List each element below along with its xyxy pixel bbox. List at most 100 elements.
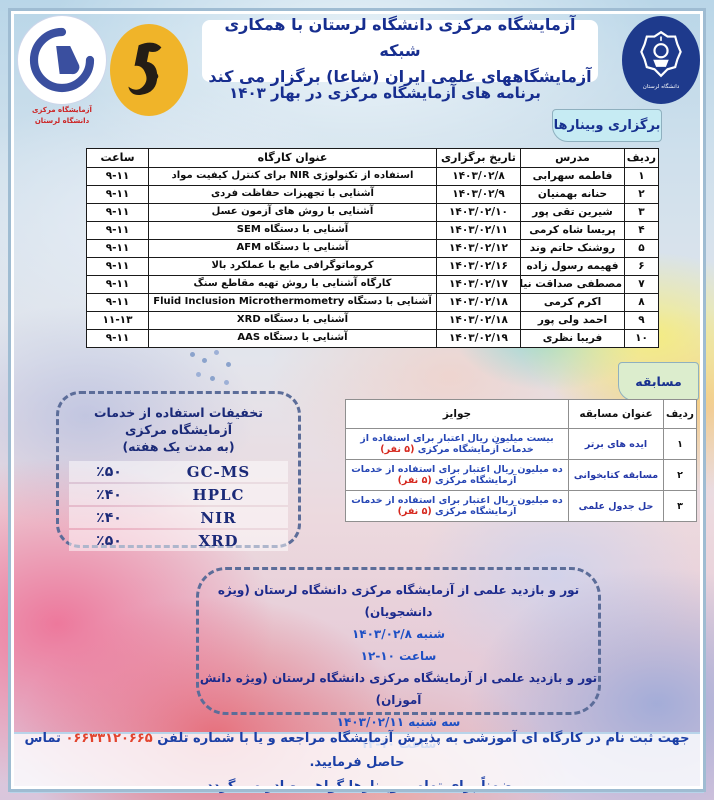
university-logo: دانشگاه لرستان <box>622 16 700 104</box>
webinar-date: ۱۴۰۳/۰۲/۱۷ <box>436 275 521 294</box>
competition-section-ribbon: مسابقه <box>618 362 699 401</box>
webinar-row-number: ۲ <box>624 185 659 204</box>
footer-notice: جهت ثبت نام در کارگاه ای آموزشی به پذیرش… <box>10 730 704 794</box>
competition-row-number: ۲ <box>663 459 697 491</box>
webinar-row-number: ۷ <box>624 275 659 294</box>
webinars-col-instructor: مدرس <box>520 148 625 168</box>
webinar-instructor: اکرم کرمی <box>520 293 625 312</box>
webinar-date: ۱۴۰۳/۰۲/۱۸ <box>436 311 521 330</box>
webinars-table: ردیف مدرس تاریخ برگزاری عنوان کارگاه ساع… <box>86 148 659 348</box>
competition-row-number: ۳ <box>663 490 697 522</box>
discount-percent: ٪۵۰ <box>96 463 122 480</box>
webinar-row-number: ۸ <box>624 293 659 312</box>
poster-subtitle: برنامه های آزمایشگاه مرکزی در بهار ۱۴۰۳ <box>229 84 541 102</box>
competition-row-number: ۱ <box>663 428 697 460</box>
discount-percent: ٪۴۰ <box>96 486 122 503</box>
webinar-time: ۹-۱۱ <box>86 329 149 348</box>
footer-text-before-phone: جهت ثبت نام در کارگاه ای آموزشی به پذیرش… <box>157 730 690 746</box>
webinar-title: آشنایی با دستگاه XRD <box>148 311 437 330</box>
webinar-date: ۱۴۰۳/۰۲/۱۱ <box>436 221 521 240</box>
tours-box: تور و بازدید علمی از آزمایشگاه مرکزی دان… <box>196 567 601 751</box>
discount-service-name: GC-MS <box>186 462 251 481</box>
webinars-col-row: ردیف <box>624 148 659 168</box>
webinar-row-number: ۱ <box>624 167 659 186</box>
discounts-box: تخفیفات استفاده از خدمات آزمایشگاه مرکزی… <box>56 391 301 551</box>
webinar-date: ۱۴۰۳/۰۲/۸ <box>436 167 521 186</box>
discount-percent: ٪۵۰ <box>96 532 122 549</box>
poster-title-line1: آزمایشگاه مرکزی دانشگاه لرستان با همکاری… <box>224 15 576 60</box>
webinar-row: ۸ اکرم کرمی ۱۴۰۳/۰۲/۱۸ آشنایی با دستگاه … <box>86 293 659 312</box>
webinar-title: کروماتوگرافی مایع با عملکرد بالا <box>148 257 437 276</box>
university-logo-label: دانشگاه لرستان <box>642 84 680 90</box>
competition-prize-note: (۵ نفر) <box>380 444 415 455</box>
webinar-title: آشنایی با روش های آزمون عسل <box>148 203 437 222</box>
competition-col-row: ردیف <box>663 399 697 429</box>
webinar-time: ۹-۱۱ <box>86 185 149 204</box>
webinar-title: آشنایی با تجهیزات حفاظت فردی <box>148 185 437 204</box>
webinar-time: ۹-۱۱ <box>86 257 149 276</box>
webinar-instructor: فریبا نظری <box>520 329 625 348</box>
competition-row: ۲ مسابقه کتابخوانی ده میلیون ریال اعتبار… <box>345 459 697 491</box>
webinar-date: ۱۴۰۳/۰۲/۹ <box>436 185 521 204</box>
competition-prize-text: ده میلیون ریال اعتبار برای استفاده از خد… <box>351 495 563 517</box>
webinar-instructor: حنانه بهمنیان <box>520 185 625 204</box>
webinar-title: آشنایی با دستگاه AFM <box>148 239 437 258</box>
webinar-row: ۲ حنانه بهمنیان ۱۴۰۳/۰۲/۹ آشنایی با تجهی… <box>86 185 659 204</box>
webinar-row-number: ۱۰ <box>624 329 659 348</box>
footer-text-after-phone: تماس حاصل فرمایید. <box>24 730 405 770</box>
webinar-instructor: فاطمه سهرابی <box>520 167 625 186</box>
webinar-date: ۱۴۰۳/۰۲/۱۶ <box>436 257 521 276</box>
tour-date: سه شنبه ۱۴۰۳/۰۲/۱۱ <box>336 715 461 729</box>
tour-entry: تور و بازدید علمی از آزمایشگاه مرکزی دان… <box>199 579 598 667</box>
discounts-title-line1: تخفیفات استفاده از خدمات آزمایشگاه مرکزی <box>94 405 263 437</box>
webinar-instructor: احمد ولی پور <box>520 311 625 330</box>
webinar-row: ۶ فهیمه رسول زاده ۱۴۰۳/۰۲/۱۶ کروماتوگراف… <box>86 257 659 276</box>
competition-row: ۳ حل جدول علمی ده میلیون ریال اعتبار برا… <box>345 490 697 522</box>
webinar-date: ۱۴۰۳/۰۲/۱۲ <box>436 239 521 258</box>
discount-item: ٪۵۰ XRD <box>69 530 288 551</box>
webinar-time: ۹-۱۱ <box>86 239 149 258</box>
central-lab-logo-icon <box>18 16 106 104</box>
central-lab-caption-line1: آزمایشگاه مرکزی <box>32 106 92 114</box>
poster-title-line2: آزمایشگاههای علمی ایران (شاعا) برگزار می… <box>208 67 592 86</box>
webinar-date: ۱۴۰۳/۰۲/۱۹ <box>436 329 521 348</box>
webinars-section-ribbon: برگزاری وبینارها <box>552 109 662 142</box>
webinar-row: ۵ روشنک حاتم وند ۱۴۰۳/۰۲/۱۲ آشنایی با دس… <box>86 239 659 258</box>
webinar-instructor: پریسا شاه کرمی <box>520 221 625 240</box>
central-lab-caption-line2: دانشگاه لرستان <box>34 117 90 125</box>
competition-title: حل جدول علمی <box>568 490 664 522</box>
webinar-title: کارگاه آشنایی با روش تهیه مقاطع سنگ <box>148 275 437 294</box>
poster-title: آزمایشگاه مرکزی دانشگاه لرستان با همکاری… <box>202 15 598 86</box>
webinar-time: ۹-۱۱ <box>86 167 149 186</box>
webinar-date: ۱۴۰۳/۰۲/۱۰ <box>436 203 521 222</box>
webinar-title: آشنایی با دستگاه AAS <box>148 329 437 348</box>
webinar-instructor: روشنک حاتم وند <box>520 239 625 258</box>
tour-title: تور و بازدید علمی از آزمایشگاه مرکزی دان… <box>217 583 580 619</box>
webinar-row: ۱۰ فریبا نظری ۱۴۰۳/۰۲/۱۹ آشنایی با دستگا… <box>86 329 659 348</box>
competition-col-title: عنوان مسابقه <box>568 399 664 429</box>
discount-item: ٪۴۰ HPLC <box>69 484 288 505</box>
competition-prize-text: ده میلیون ریال اعتبار برای استفاده از خد… <box>351 464 563 486</box>
webinar-time: ۹-۱۱ <box>86 203 149 222</box>
discount-service-name: NIR <box>200 508 237 527</box>
competition-prize: ده میلیون ریال اعتبار برای استفاده از خد… <box>345 459 569 491</box>
webinars-col-title: عنوان کارگاه <box>148 148 437 168</box>
discount-percent: ٪۴۰ <box>96 509 122 526</box>
discounts-list: ٪۵۰ GC-MS ٪۴۰ HPLC ٪۴۰ NIR ٪۵۰ XRD <box>69 461 288 551</box>
shaa-calligraphy-icon <box>123 37 175 103</box>
central-lab-logo: آزمایشگاه مرکزی دانشگاه لرستان <box>16 16 108 126</box>
competition-prize-note: (۵ نفر) <box>397 475 432 486</box>
webinar-time: ۹-۱۱ <box>86 221 149 240</box>
discount-item: ٪۴۰ NIR <box>69 507 288 528</box>
university-emblem-icon <box>639 30 683 82</box>
tour-title: تور و بازدید علمی از آزمایشگاه مرکزی دان… <box>199 671 598 707</box>
webinar-instructor: شیرین تقی پور <box>520 203 625 222</box>
webinar-row: ۴ پریسا شاه کرمی ۱۴۰۳/۰۲/۱۱ آشنایی با دس… <box>86 221 659 240</box>
webinars-header-row: ردیف مدرس تاریخ برگزاری عنوان کارگاه ساع… <box>86 148 659 168</box>
webinar-instructor: فهیمه رسول زاده <box>520 257 625 276</box>
competition-prize: بیست میلیون ریال اعتبار برای استفاده از … <box>345 428 569 460</box>
competition-title: ایده های برتر <box>568 428 664 460</box>
webinar-time: ۹-۱۱ <box>86 275 149 294</box>
webinar-time: ۱۱-۱۳ <box>86 311 149 330</box>
